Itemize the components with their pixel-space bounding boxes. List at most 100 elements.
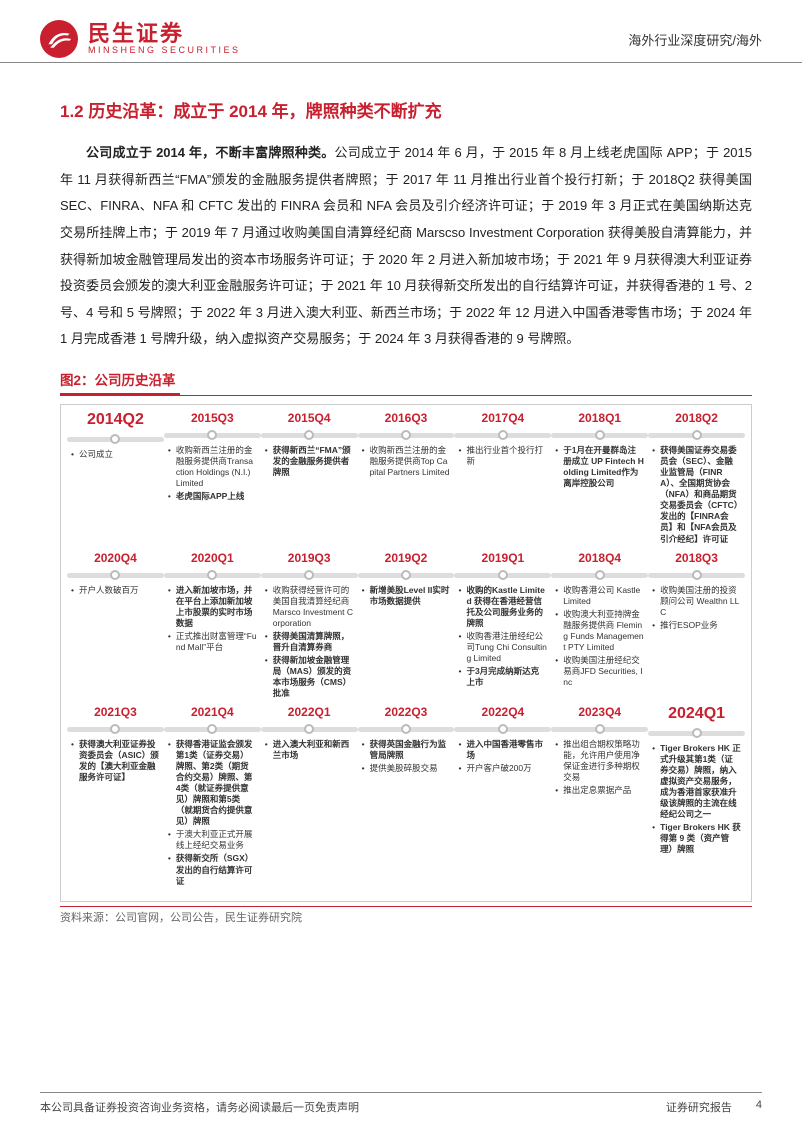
timeline-item: Tiger Brokers HK 获得第 9 类（资产管理）牌照 — [652, 822, 741, 855]
timeline-item: 开户客户破200万 — [458, 763, 547, 774]
figure-underline — [60, 391, 752, 396]
timeline-item: 收购香港公司 Kastle Limited — [555, 585, 644, 607]
timeline-date: 2018Q4 — [555, 551, 644, 565]
timeline-items: 进入新加坡市场，并在平台上添加新加坡上市股票的实时市场数据正式推出财富管理“Fu… — [168, 585, 257, 653]
footer-disclaimer: 本公司具备证券投资咨询业务资格，请务必阅读最后一页免责声明 — [40, 1099, 359, 1115]
timeline-track — [168, 427, 257, 441]
footer-report-label: 证券研究报告 — [666, 1099, 732, 1115]
body-paragraph: 公司成立于 2014 年，不断丰富牌照种类。公司成立于 2014 年 6 月，于… — [60, 140, 752, 353]
timeline-date: 2019Q1 — [458, 551, 547, 565]
timeline-date: 2018Q1 — [555, 411, 644, 425]
timeline-date: 2024Q1 — [652, 705, 741, 723]
timeline-track — [458, 567, 547, 581]
timeline-items: 收购获得经营许可的美国自我清算经纪商 Marsco Investment Cor… — [265, 585, 354, 699]
logo-en: MINSHENG SECURITIES — [88, 46, 241, 56]
timeline-item: 获得澳大利亚证券投资委员会（ASIC）颁发的【澳大利亚金融服务许可证】 — [71, 739, 160, 783]
page-number: 4 — [756, 1099, 762, 1115]
timeline-date: 2018Q2 — [652, 411, 741, 425]
timeline-items: 获得香港证监会颁发第1类（证券交易）牌照、第2类（期货合约交易）牌照、第4类（就… — [168, 739, 257, 887]
timeline-cell: 2015Q3 收购新西兰注册的金融服务提供商Transaction Holding… — [164, 411, 261, 504]
timeline-items: 进入澳大利亚和新西兰市场 — [265, 739, 354, 761]
timeline-track — [362, 721, 451, 735]
timeline-cell: 2019Q2 新增美股Level II实时市场数据提供 — [358, 551, 455, 609]
timeline-cell: 2024Q1Tiger Brokers HK 正式升级其第1类（证券交易）牌照，… — [648, 705, 745, 857]
timeline-items: 收购美国注册的投资顾问公司 Wealthn LLC 推行ESOP业务 — [652, 585, 741, 631]
page-footer: 本公司具备证券投资咨询业务资格，请务必阅读最后一页免责声明 证券研究报告 4 — [40, 1092, 762, 1115]
timeline-item: 获得美国证券交易委员会（SEC）、金融业监管局（FINRA）、全国期货协会（NF… — [652, 445, 741, 544]
timeline-date: 2019Q3 — [265, 551, 354, 565]
timeline-cell: 2022Q4 进入中国香港零售市场开户客户破200万 — [454, 705, 551, 776]
timeline-cell: 2020Q4 开户人数破百万 — [67, 551, 164, 598]
timeline-items: 进入中国香港零售市场开户客户破200万 — [458, 739, 547, 774]
timeline-date: 2019Q2 — [362, 551, 451, 565]
timeline-item: 于澳大利亚正式开展线上经纪交易业务 — [168, 829, 257, 851]
timeline-date: 2021Q3 — [71, 705, 160, 719]
timeline-item: 推行ESOP业务 — [652, 620, 741, 631]
timeline-item: 进入中国香港零售市场 — [458, 739, 547, 761]
timeline-item: 收购新西兰注册的金融服务提供商Transaction Holdings (N.I… — [168, 445, 257, 489]
timeline-item: 于1月在开曼群岛注册成立 UP Fintech Holding Limited作… — [555, 445, 644, 489]
timeline-items: 收购新西兰注册的金融服务提供商Transaction Holdings (N.I… — [168, 445, 257, 502]
timeline-track — [458, 427, 547, 441]
timeline-date: 2016Q3 — [362, 411, 451, 425]
timeline-date: 2020Q1 — [168, 551, 257, 565]
timeline-date: 2017Q4 — [458, 411, 547, 425]
timeline-cell: 2018Q3 收购美国注册的投资顾问公司 Wealthn LLC 推行ESOP业务 — [648, 551, 745, 633]
doc-category: 海外行业深度研究/海外 — [628, 30, 762, 49]
timeline-item: 获得美国清算牌照，晋升自清算券商 — [265, 631, 354, 653]
timeline-cell: 2019Q3 收购获得经营许可的美国自我清算经纪商 Marsco Investme… — [261, 551, 358, 701]
timeline-cell: 2014Q2 公司成立 — [67, 411, 164, 462]
para-rest: 公司成立于 2014 年 6 月，于 2015 年 8 月上线老虎国际 APP；… — [60, 145, 752, 346]
timeline-item: 获得新西兰“FMA”颁发的金融服务提供者牌照 — [265, 445, 354, 478]
figure-source: 资料来源：公司官网，公司公告，民生证券研究院 — [60, 906, 752, 925]
timeline-date: 2022Q4 — [458, 705, 547, 719]
page-header: 民生证券 MINSHENG SECURITIES 海外行业深度研究/海外 — [0, 0, 802, 63]
timeline-item: 推出定息票据产品 — [555, 785, 644, 796]
timeline-cell: 2016Q3收购新西兰注册的金融服务提供商Top Capital Partner… — [358, 411, 455, 480]
timeline-track — [71, 721, 160, 735]
timeline-items: 开户人数破百万 — [71, 585, 160, 596]
timeline-item: 获得香港证监会颁发第1类（证券交易）牌照、第2类（期货合约交易）牌照、第4类（就… — [168, 739, 257, 827]
timeline-figure: 2014Q2 公司成立 2015Q3 收购新西兰注册的金融服务提供商Transacti… — [60, 404, 752, 902]
timeline-date: 2018Q3 — [652, 551, 741, 565]
timeline-track — [652, 725, 741, 739]
timeline-track — [555, 721, 644, 735]
timeline-item: 收购美国注册的投资顾问公司 Wealthn LLC — [652, 585, 741, 618]
timeline-items: 获得新西兰“FMA”颁发的金融服务提供者牌照 — [265, 445, 354, 478]
logo-block: 民生证券 MINSHENG SECURITIES — [40, 20, 241, 58]
timeline-cell: 2015Q4获得新西兰“FMA”颁发的金融服务提供者牌照 — [261, 411, 358, 480]
timeline-cell: 2020Q1 进入新加坡市场，并在平台上添加新加坡上市股票的实时市场数据正式推出财… — [164, 551, 261, 655]
main-content: 1.2 历史沿革：成立于 2014 年，牌照种类不断扩充 公司成立于 2014 … — [0, 73, 802, 925]
timeline-track — [555, 567, 644, 581]
timeline-date: 2014Q2 — [71, 411, 160, 429]
timeline-track — [652, 567, 741, 581]
timeline-cell: 2023Q4推出组合期权策略功能，允许用户使用净保证金进行多种期权交易推出定息票… — [551, 705, 648, 798]
timeline-track — [555, 427, 644, 441]
timeline-track — [458, 721, 547, 735]
timeline-item: 收购香港注册经纪公司Tung Chi Consulting Limited — [458, 631, 547, 664]
timeline-items: 推出组合期权策略功能，允许用户使用净保证金进行多种期权交易推出定息票据产品 — [555, 739, 644, 796]
timeline-date: 2020Q4 — [71, 551, 160, 565]
timeline-row: 2014Q2 公司成立 2015Q3 收购新西兰注册的金融服务提供商Transacti… — [67, 411, 745, 546]
timeline-items: 新增美股Level II实时市场数据提供 — [362, 585, 451, 607]
timeline-item: 推出行业首个投行打新 — [458, 445, 547, 467]
timeline-date: 2015Q3 — [168, 411, 257, 425]
timeline-cell: 2022Q3获得英国金融行为监管局牌照提供美股碎股交易 — [358, 705, 455, 776]
timeline-row: 2020Q4 开户人数破百万 2020Q1 进入新加坡市场，并在平台上添加新加坡上市股… — [67, 551, 745, 701]
timeline-track — [265, 427, 354, 441]
timeline-date: 2021Q4 — [168, 705, 257, 719]
timeline-item: 收购美国注册经纪交易商JFD Securities, Inc — [555, 655, 644, 688]
timeline-track — [265, 721, 354, 735]
timeline-date: 2022Q3 — [362, 705, 451, 719]
timeline-item: 公司成立 — [71, 449, 160, 460]
timeline-item: 推出组合期权策略功能，允许用户使用净保证金进行多种期权交易 — [555, 739, 644, 783]
timeline-items: 获得美国证券交易委员会（SEC）、金融业监管局（FINRA）、全国期货协会（NF… — [652, 445, 741, 544]
timeline-item: 提供美股碎股交易 — [362, 763, 451, 774]
timeline-track — [168, 721, 257, 735]
timeline-date: 2022Q1 — [265, 705, 354, 719]
timeline-track — [652, 427, 741, 441]
timeline-item: 进入新加坡市场，并在平台上添加新加坡上市股票的实时市场数据 — [168, 585, 257, 629]
timeline-cell: 2022Q1 进入澳大利亚和新西兰市场 — [261, 705, 358, 763]
figure-title-row: 图2：公司历史沿革 — [60, 369, 752, 389]
timeline-item: 收购澳大利亚持牌金融服务提供商 Fleming Funds Management… — [555, 609, 644, 653]
